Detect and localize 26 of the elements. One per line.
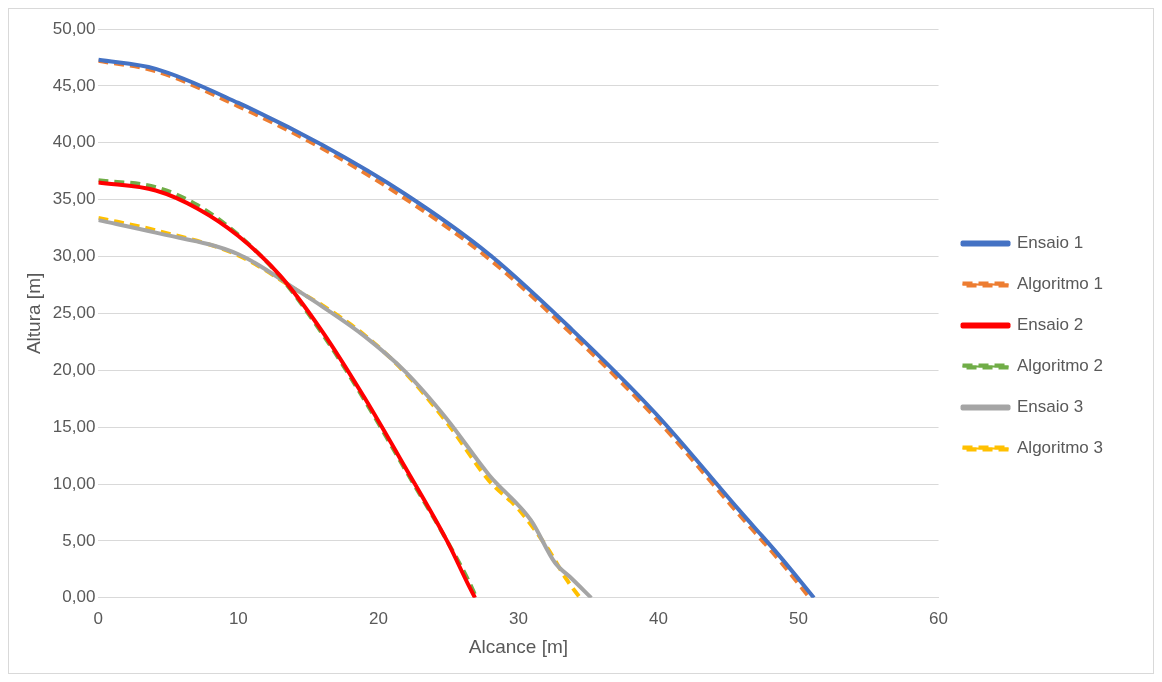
y-tick-label: 45,00 xyxy=(52,75,96,95)
legend-label: Ensaio 3 xyxy=(1017,397,1084,417)
y-tick-label: 40,00 xyxy=(52,132,96,152)
y-tick-label: 20,00 xyxy=(52,359,96,379)
legend-label: Algoritmo 3 xyxy=(1017,438,1103,458)
x-tick-label: 60 xyxy=(929,608,948,628)
legend-label: Algoritmo 2 xyxy=(1017,356,1103,376)
legend-label: Ensaio 2 xyxy=(1017,315,1084,335)
x-tick-label: 50 xyxy=(789,608,808,628)
x-tick-label: 40 xyxy=(649,608,668,628)
x-tick-label: 30 xyxy=(508,608,528,628)
y-tick-label: 30,00 xyxy=(52,246,96,266)
y-tick-label: 5,00 xyxy=(62,530,96,550)
y-tick-label: 0,00 xyxy=(62,587,96,607)
legend-label: Algoritmo 1 xyxy=(1017,274,1103,294)
y-axis-title: Altura [m] xyxy=(22,272,44,355)
x-axis-title: Alcance [m] xyxy=(468,635,569,657)
legend-label: Ensaio 1 xyxy=(1017,233,1084,253)
y-tick-label: 35,00 xyxy=(52,189,96,209)
y-tick-label: 50,00 xyxy=(52,18,96,38)
x-tick-label: 10 xyxy=(228,608,248,628)
x-tick-label: 20 xyxy=(368,608,388,628)
y-tick-label: 25,00 xyxy=(52,303,96,323)
y-tick-label: 10,00 xyxy=(52,473,96,493)
x-tick-label: 0 xyxy=(93,608,104,628)
y-tick-label: 15,00 xyxy=(52,416,96,436)
